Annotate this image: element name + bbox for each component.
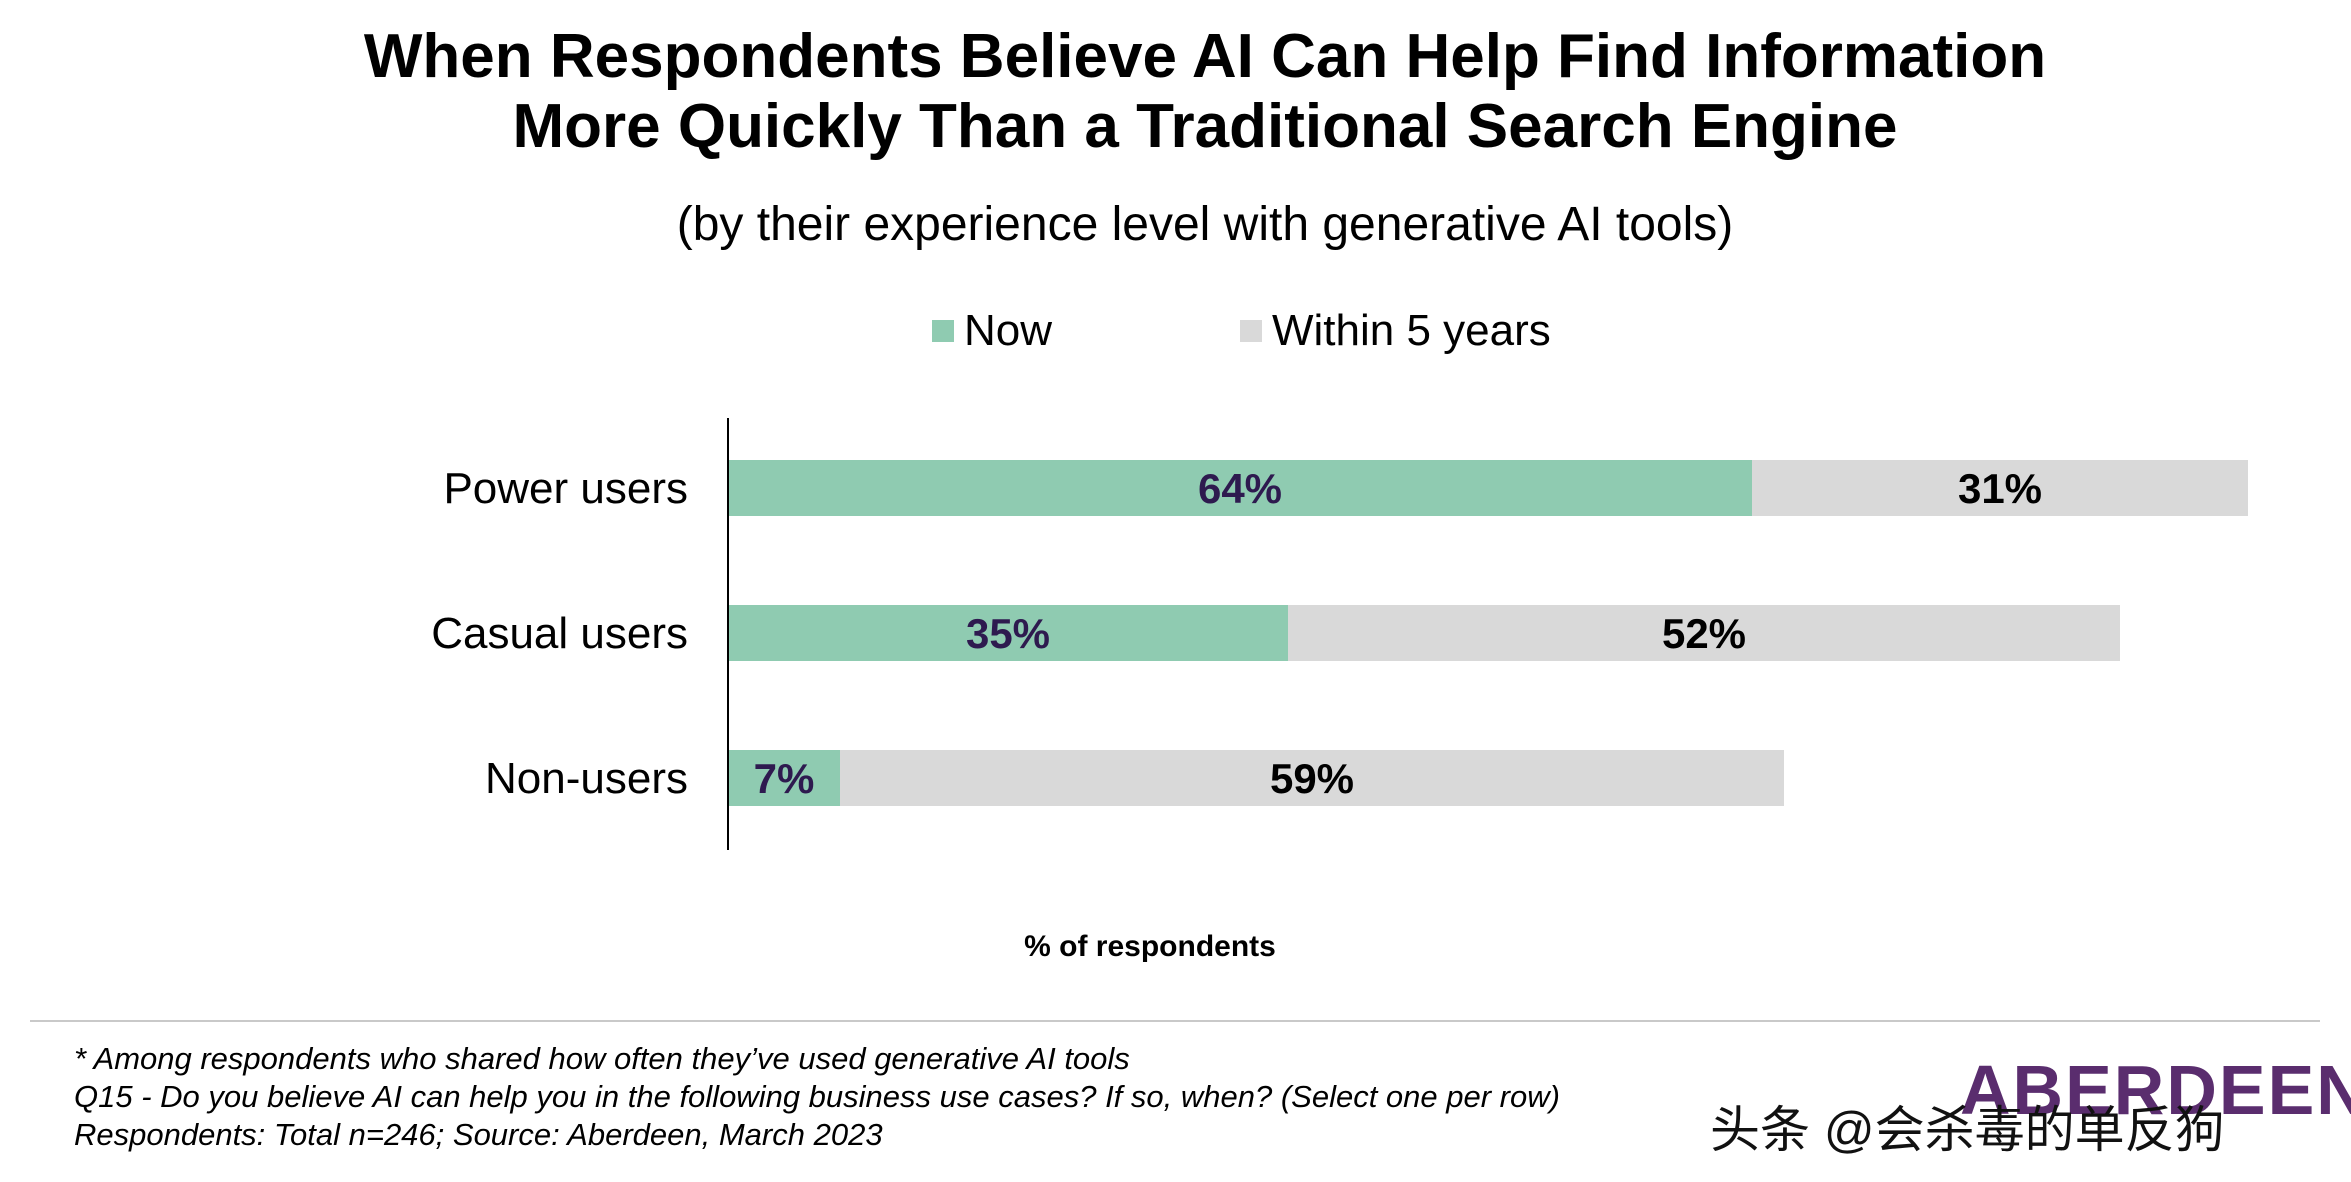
- chart-subtitle: (by their experience level with generati…: [676, 198, 1734, 251]
- bar-segment-now: [728, 750, 840, 806]
- footer-divider: [30, 1020, 2320, 1022]
- bar-segment-now: [728, 460, 1752, 516]
- bar-segment-now: [728, 605, 1288, 661]
- legend-swatch-now: [932, 320, 954, 342]
- data-label: 52%: [1662, 610, 1746, 657]
- data-label: 35%: [966, 610, 1050, 657]
- aberdeen-logo: ABERDEEN: [1960, 1051, 2351, 1129]
- category-label: Casual users: [431, 609, 688, 658]
- footnote-line3: Respondents: Total n=246; Source: Aberde…: [74, 1117, 883, 1152]
- bar-segment-within-5-years: [1752, 460, 2248, 516]
- legend-label-now: Now: [964, 306, 1053, 355]
- chart-title-line2: More Quickly Than a Traditional Search E…: [512, 92, 1898, 161]
- data-label: 64%: [1198, 465, 1282, 512]
- legend-item-within-5-years: Within 5 years: [1240, 306, 1551, 356]
- chart-title-line1: When Respondents Believe AI Can Help Fin…: [363, 22, 2047, 91]
- bar-segment-within-5-years: [1288, 605, 2120, 661]
- legend-label-within-5-years: Within 5 years: [1272, 306, 1551, 355]
- legend-swatch-within-5-years: [1240, 320, 1262, 342]
- watermark-text: 头条 @会杀毒的单反狗: [1710, 1102, 2225, 1158]
- legend: Now Within 5 years: [0, 306, 2351, 366]
- chart-title: When Respondents Believe AI Can Help Fin…: [0, 22, 2351, 162]
- data-label: 7%: [754, 755, 815, 802]
- category-label: Power users: [443, 464, 688, 513]
- footnotes: * Among respondents who shared how often…: [74, 1040, 1560, 1154]
- bar-segment-within-5-years: [840, 750, 1784, 806]
- x-axis-label: % of respondents: [1024, 930, 1276, 963]
- category-label: Non-users: [485, 754, 688, 803]
- footnote-line1: * Among respondents who shared how often…: [74, 1041, 1130, 1076]
- footnote-line2: Q15 - Do you believe AI can help you in …: [74, 1079, 1560, 1114]
- data-label: 59%: [1270, 755, 1354, 802]
- legend-item-now: Now: [932, 306, 1052, 356]
- data-label: 31%: [1958, 465, 2042, 512]
